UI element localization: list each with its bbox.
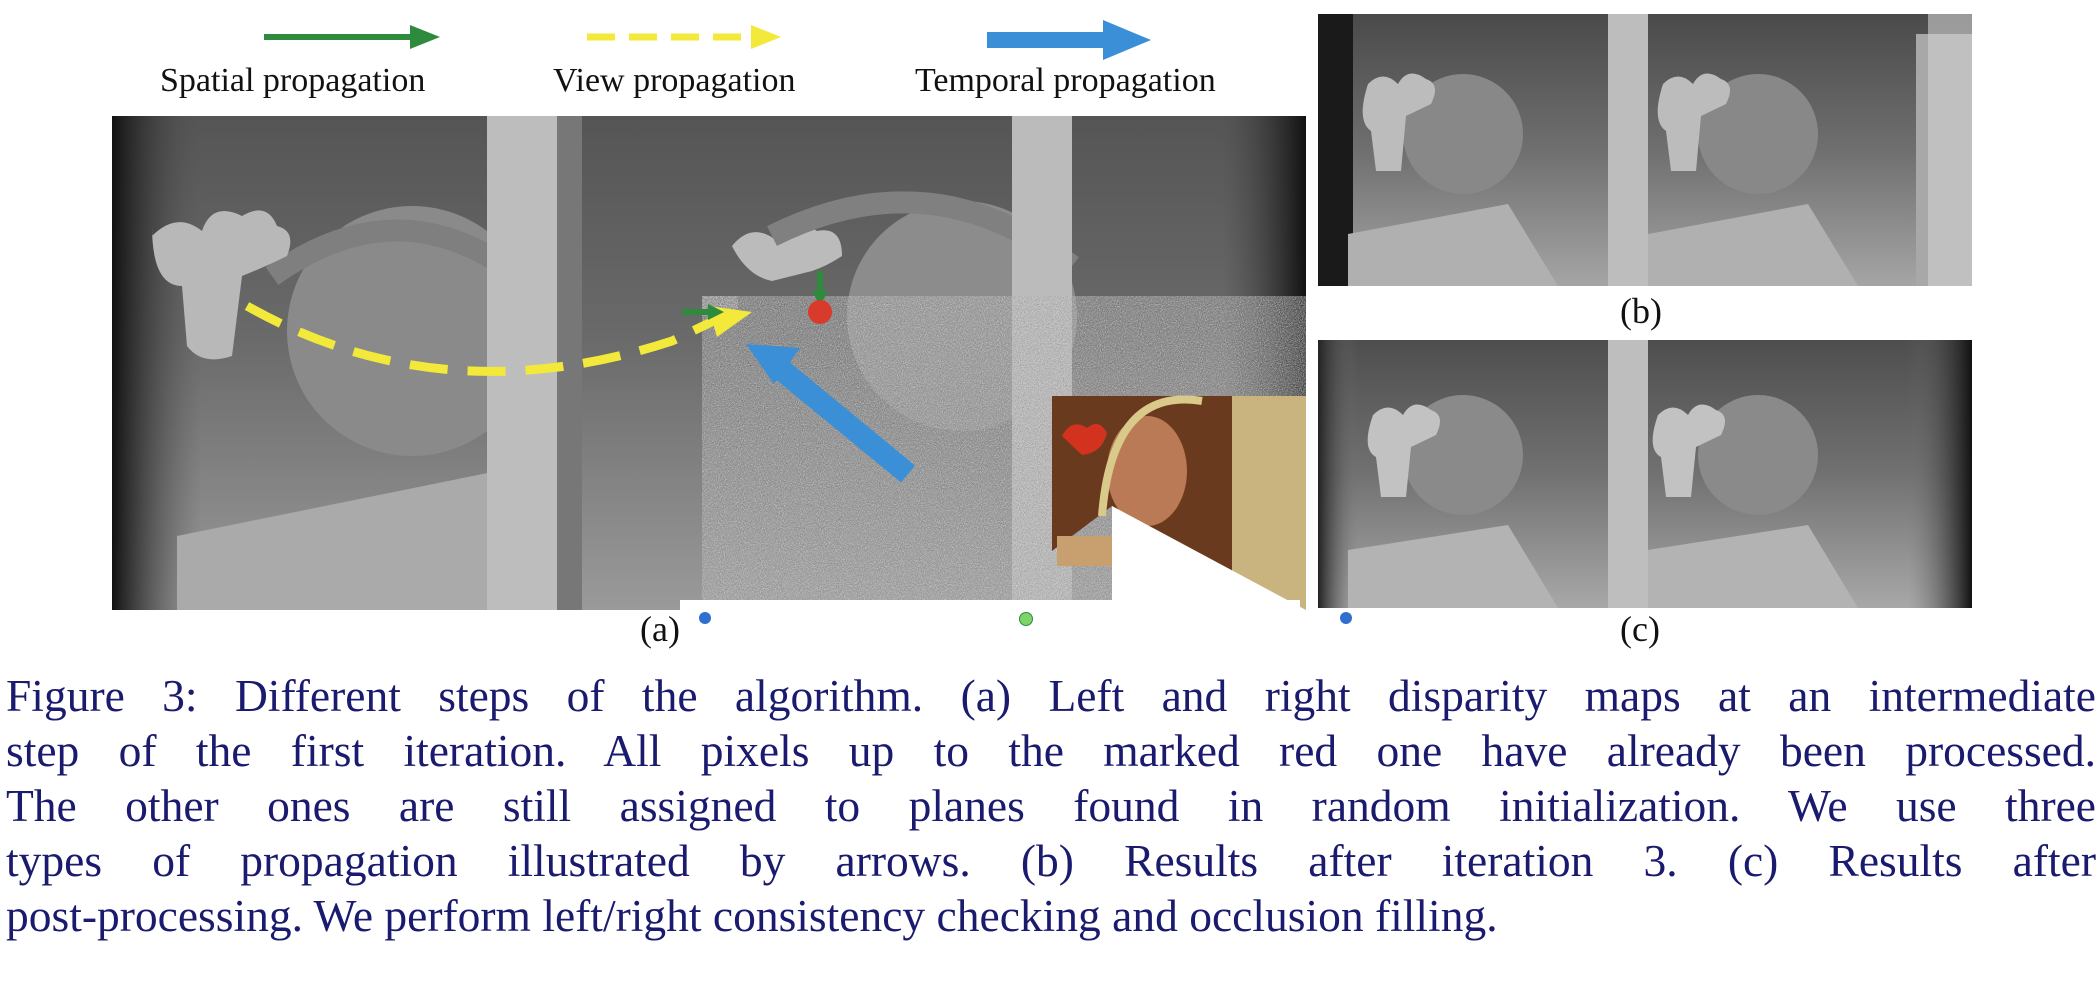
blue-dot-left [699,612,711,624]
panel-c [1318,340,1972,608]
panel-b-label: (b) [1620,291,1662,331]
panel-a-disparity-maps [112,116,1306,610]
panel-c-label: (c) [1620,609,1660,649]
spatial-propagation-arrow-icon [264,25,440,49]
green-dot [1019,612,1033,626]
blue-dot-right [1340,612,1352,624]
caption-line-4: types of propagation illustrated by arro… [6,835,2096,886]
panel-b-disparity-maps [1318,14,1972,286]
caption-line-5: post-processing. We perform left/right c… [6,890,1498,941]
figure-caption: Figure 3: Different steps of the algorit… [6,668,2096,943]
legend-temporal-label: Temporal propagation [915,62,1216,99]
marked-red-pixel [808,300,832,324]
right-disparity-map [642,116,1306,610]
view-propagation-arrow-icon [587,25,781,49]
left-disparity-map [112,116,642,610]
temporal-propagation-arrow-icon [987,20,1151,60]
legend-view-label: View propagation [553,62,796,99]
legend: Spatial propagation View propagation Tem… [0,0,1290,110]
caption-line-2: step of the first iteration. All pixels … [6,725,2096,776]
view-propagation-arrow [244,302,726,376]
panel-c-disparity-maps [1318,340,1972,608]
caption-line-1: Figure 3: Different steps of the algorit… [6,670,2096,721]
panel-a [112,116,1306,610]
panel-a-label: (a) [640,609,680,649]
panel-a-bottom-strip [680,600,1300,660]
caption-line-3: The other ones are still assigned to pla… [6,780,2096,831]
legend-spatial-label: Spatial propagation [160,62,426,99]
color-frame-inset [1052,395,1306,610]
panel-b [1318,14,1972,286]
